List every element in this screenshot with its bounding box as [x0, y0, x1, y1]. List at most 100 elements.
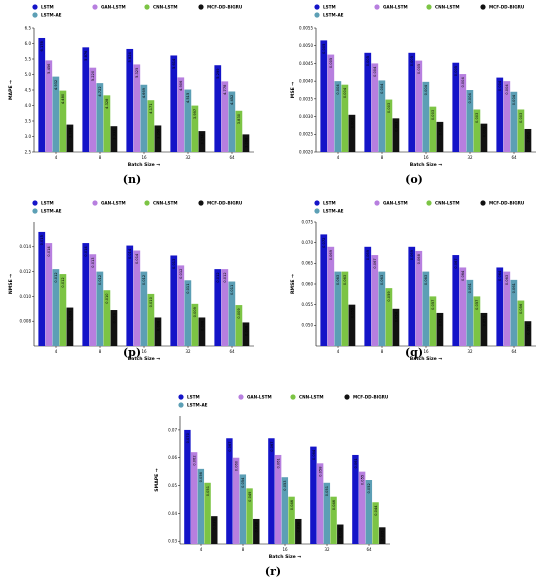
bar-value-label: 0.063 [424, 275, 428, 285]
bar-lstm-ae [378, 271, 386, 346]
x-tick-label: 32 [185, 155, 191, 160]
bar-value-label: 6.178 [40, 40, 44, 51]
bar-mcf-dd-bigru [66, 124, 74, 152]
y-tick-label: 0.0030 [299, 114, 313, 119]
y-axis-label: MSE → [290, 82, 296, 99]
y-tick-label: 0.060 [302, 281, 314, 286]
bar-value-label: 0.053 [438, 316, 442, 326]
bar-value-label: 0.035 [381, 531, 385, 541]
bar-value-label: 0.005 [410, 56, 414, 66]
bar-value-label: 0.003 [350, 118, 354, 128]
bar-cnn-lstm [473, 109, 481, 152]
bar-mcf-dd-bigru [66, 307, 74, 346]
bar-value-label: 0.064 [312, 449, 316, 460]
x-axis-label: Batch Size → [269, 554, 302, 560]
bar-lstm [82, 47, 90, 152]
bar-cnn-lstm [103, 95, 111, 152]
bar-value-label: 0.009 [193, 306, 197, 317]
chart-panel-5: LSTM GAN-LSTM LSTM-AE CNN-LSTM MCF-DD-BIGRU 0… [154, 394, 390, 578]
chart-legend: LSTM GAN-LSTM LSTM-AE CNN-LSTM MCF-DD-BIGRU [32, 200, 243, 214]
bar-value-label: 5.456 [47, 63, 51, 74]
bar-value-label: 0.010 [105, 293, 109, 304]
bar-lstm-ae [239, 474, 247, 544]
x-tick-label: 8 [242, 547, 245, 552]
bar-mcf-dd-bigru [198, 131, 206, 152]
bar-value-label: 4.778 [223, 84, 227, 95]
y-tick-label: 0.0045 [299, 61, 313, 66]
x-tick-label: 8 [381, 349, 384, 354]
legend-label: LSTM-AE [187, 403, 208, 408]
panel-caption: (p) [123, 346, 141, 359]
bar-value-label: 0.013 [91, 257, 95, 267]
bar-gan-lstm [89, 67, 97, 152]
bar-value-label: 4.669 [142, 87, 146, 98]
legend-label: MCF-DD-BIGRU [353, 395, 389, 400]
chart-legend: LSTM GAN-LSTM LSTM-AE CNN-LSTM MCF-DD-BIGRU [178, 394, 389, 408]
bar-value-label: 0.003 [475, 113, 479, 123]
bar-value-label: 0.004 [505, 84, 509, 95]
bar-lstm [184, 429, 191, 544]
y-axis-label: MAPE → [8, 80, 14, 100]
bar-lstm [170, 255, 178, 346]
bar-value-label: 0.055 [360, 475, 364, 485]
y-tick-label: 4.0 [25, 103, 32, 108]
bar-gan-lstm [459, 74, 467, 152]
bar-lstm-ae [422, 271, 430, 346]
bar-mcf-dd-bigru [392, 308, 400, 346]
bar-value-label: 0.011 [230, 285, 234, 295]
bar-lstm-ae [334, 81, 342, 152]
bar-value-label: 0.059 [387, 291, 391, 302]
bar-lstm-ae [281, 477, 289, 544]
bar-value-label: 3.356 [156, 128, 160, 139]
x-tick-label: 64 [366, 547, 372, 552]
bar-value-label: 0.063 [343, 275, 347, 285]
bar-lstm-ae [323, 482, 331, 544]
x-axis-label: Batch Size → [410, 162, 443, 168]
bar-cnn-lstm [517, 109, 525, 152]
bar-value-label: 0.012 [61, 277, 65, 287]
bar-value-label: 0.055 [350, 308, 354, 318]
bar-lstm-ae [365, 480, 373, 544]
bar-value-label: 4.932 [54, 80, 58, 90]
bar-value-label: 0.014 [128, 248, 132, 259]
bar-mcf-dd-bigru [110, 126, 118, 152]
bar-lstm [320, 234, 328, 346]
y-tick-label: 3.5 [25, 118, 32, 123]
bar-mcf-dd-bigru [337, 524, 344, 544]
bar-value-label: 0.061 [354, 458, 358, 468]
bar-gan-lstm [415, 60, 423, 152]
x-tick-label: 4 [200, 547, 203, 552]
bar-value-label: 0.061 [276, 458, 280, 468]
bar-value-label: 0.051 [206, 486, 210, 496]
bar-lstm-ae [334, 271, 342, 346]
bar-value-label: 0.005 [322, 44, 326, 54]
bar-cnn-lstm [372, 502, 379, 544]
chart-panel-2: LSTM GAN-LSTM LSTM-AE CNN-LSTM MCF-DD-BIGRU 0… [290, 4, 536, 186]
bar-lstm-ae [510, 91, 518, 152]
bar-mcf-dd-bigru [198, 317, 206, 346]
bar-lstm [214, 269, 222, 346]
legend-marker [344, 394, 350, 400]
y-tick-label: 0.0035 [299, 96, 313, 101]
bar-mcf-dd-bigru [295, 518, 302, 544]
legend-label: MCF-DD-BIGRU [489, 5, 525, 10]
bar-lstm-ae [466, 279, 474, 346]
bar-value-label: 0.051 [526, 324, 530, 334]
legend-marker [32, 200, 38, 206]
bar-value-label: 0.068 [417, 253, 421, 264]
x-tick-label: 16 [423, 349, 429, 354]
bar-value-label: 0.056 [199, 471, 203, 482]
bar-value-label: 0.005 [329, 58, 333, 68]
y-tick-label: 0.075 [302, 219, 314, 224]
bar-value-label: 0.004 [343, 87, 347, 98]
bar-mcf-dd-bigru [242, 322, 250, 346]
x-tick-label: 4 [337, 349, 340, 354]
bar-lstm [38, 231, 46, 346]
bar-value-label: 0.008 [200, 320, 204, 331]
bar-value-label: 0.012 [179, 269, 183, 279]
panel-caption: (q) [405, 346, 423, 359]
bar-cnn-lstm [330, 496, 337, 544]
legend-marker [32, 208, 38, 214]
bar-value-label: 0.009 [68, 310, 72, 321]
bar-value-label: 4.906 [179, 80, 183, 91]
